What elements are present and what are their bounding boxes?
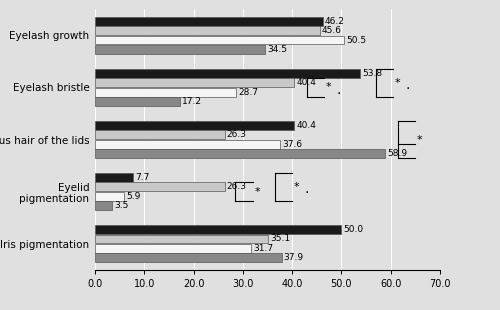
Text: 46.2: 46.2	[324, 17, 344, 26]
Text: 35.1: 35.1	[270, 234, 290, 243]
Text: 26.3: 26.3	[226, 182, 246, 191]
Bar	[95, 253, 282, 262]
Text: .: .	[406, 78, 410, 92]
Text: 50.5: 50.5	[346, 36, 366, 45]
Text: 40.4: 40.4	[296, 121, 316, 130]
Text: 40.4: 40.4	[296, 78, 316, 87]
Text: *: *	[294, 182, 299, 192]
Bar	[95, 17, 322, 26]
Bar	[95, 225, 342, 234]
Text: 28.7: 28.7	[238, 88, 258, 97]
Bar	[95, 121, 294, 130]
Bar	[95, 69, 360, 78]
Text: 37.6: 37.6	[282, 140, 302, 149]
Bar	[95, 88, 236, 96]
Text: 53.8: 53.8	[362, 69, 382, 78]
Text: 31.7: 31.7	[253, 244, 274, 253]
Bar	[95, 97, 180, 106]
Bar	[95, 131, 224, 139]
Text: 50.0: 50.0	[344, 225, 363, 234]
Bar	[95, 149, 386, 158]
Bar	[95, 235, 268, 243]
Text: 26.3: 26.3	[226, 130, 246, 139]
Text: 37.9: 37.9	[284, 253, 304, 262]
Text: 7.7: 7.7	[135, 173, 150, 182]
Text: *: *	[394, 78, 400, 88]
Text: .: .	[336, 83, 341, 97]
Text: 17.2: 17.2	[182, 97, 202, 106]
Text: .: .	[304, 183, 309, 197]
Text: 3.5: 3.5	[114, 201, 128, 210]
Bar	[95, 183, 224, 191]
Bar	[95, 244, 251, 253]
Bar	[95, 192, 124, 201]
Bar	[95, 36, 344, 44]
Bar	[95, 173, 133, 182]
Bar	[95, 78, 294, 87]
Text: 58.9: 58.9	[388, 149, 407, 158]
Bar	[95, 201, 112, 210]
Text: 45.6: 45.6	[322, 26, 342, 35]
Bar	[95, 140, 280, 148]
Bar	[95, 45, 265, 54]
Text: *: *	[326, 82, 332, 92]
Text: 5.9: 5.9	[126, 192, 140, 201]
Text: *: *	[417, 135, 422, 144]
Text: 34.5: 34.5	[267, 45, 287, 54]
Text: *: *	[254, 187, 260, 197]
Bar	[95, 26, 320, 35]
